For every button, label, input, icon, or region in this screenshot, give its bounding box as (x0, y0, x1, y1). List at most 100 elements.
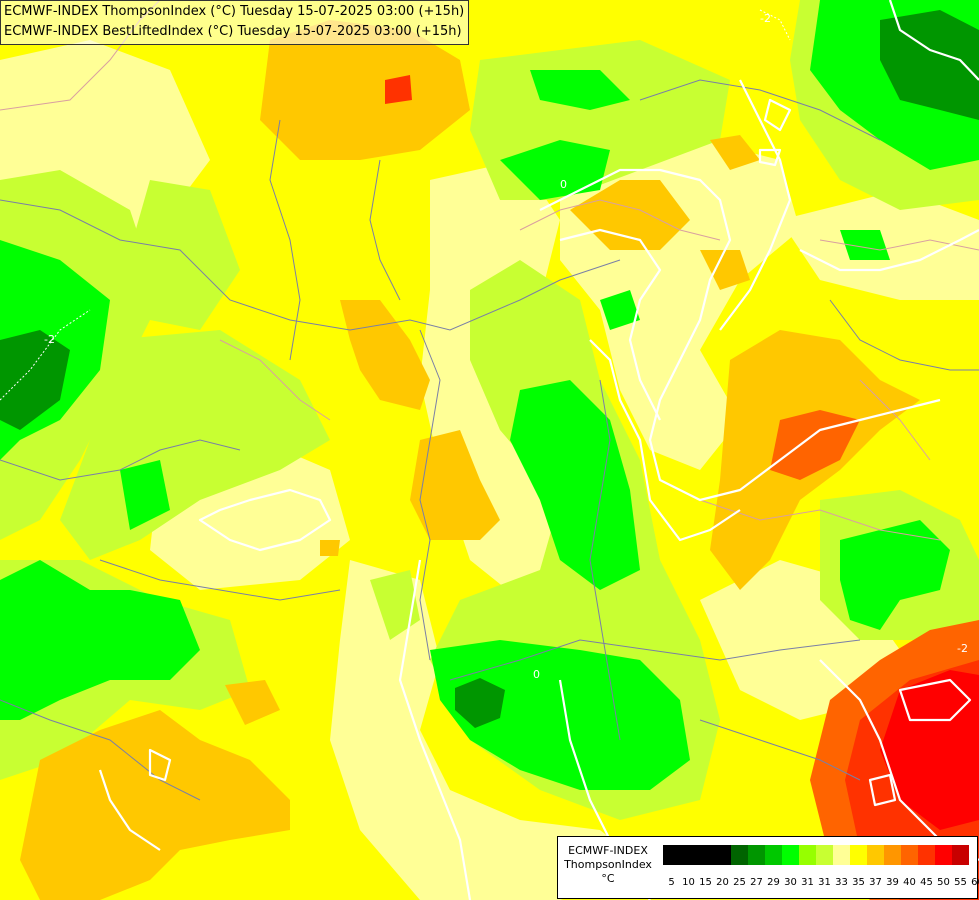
field-orange-10 (320, 540, 340, 556)
border-line-1 (0, 199, 621, 331)
border-line-5 (589, 379, 621, 741)
legend-swatch (697, 845, 714, 865)
contour-line-6 (198, 488, 332, 552)
bestlifted-contours (98, 0, 979, 900)
legend-tick-label: 35 (852, 877, 865, 888)
contour-line-11 (868, 773, 897, 807)
field-orange-6 (570, 180, 690, 250)
borders (0, 79, 979, 801)
legend-swatch (952, 845, 969, 865)
contour-label-c: -2 (957, 642, 968, 655)
legend-swatch (833, 845, 850, 865)
field-redorange-1 (770, 410, 860, 480)
contour-label-e: 0 (533, 668, 540, 681)
legend-swatch (867, 845, 884, 865)
legend-swatch (918, 845, 935, 865)
field-green-11 (840, 230, 890, 260)
legend-parameter: ThompsonIndex (564, 858, 652, 871)
contour-line-5 (589, 339, 741, 542)
border-line-10 (699, 719, 861, 781)
field-darkgreen-1 (0, 330, 70, 430)
border-line-2 (0, 439, 241, 481)
contour-label-a: -2 (44, 333, 55, 346)
field-green-10 (120, 460, 170, 530)
legend-tick-label: 31 (801, 877, 814, 888)
field-orange-5 (20, 710, 290, 900)
contour-line-7 (398, 559, 472, 900)
legend-tick-label: 31 (818, 877, 831, 888)
admin-line-3 (519, 199, 721, 241)
field-orange-1 (260, 20, 470, 160)
bestlifted-contours-dotted (0, 9, 791, 401)
legend-swatch (850, 845, 867, 865)
legend-model: ECMWF-INDEX (568, 844, 648, 857)
contour-label-d: 0 (560, 178, 567, 191)
legend-ticks: 5 10 15 20 25 27 29 30 31 31 33 35 37 39 40 45 50 55 60 (663, 876, 979, 890)
border-line-11 (369, 159, 401, 301)
admin-line-4 (699, 499, 941, 541)
contour-line-4 (799, 229, 979, 272)
field-orange-8 (710, 135, 760, 170)
contour-line-3 (719, 79, 792, 331)
field-orange-9 (225, 680, 280, 725)
contour-label-b: -2 (760, 12, 771, 25)
contour-line-1 (539, 168, 941, 502)
border-line-9 (639, 79, 881, 141)
border-line-8 (0, 699, 201, 801)
legend-tick-label: 29 (767, 877, 780, 888)
field-orange-3 (410, 430, 500, 540)
field-lightgreen-9 (370, 570, 420, 640)
contour-dotted-1 (0, 309, 91, 401)
legend-tick-label: 5 (668, 877, 675, 888)
field-red-2 (880, 670, 979, 830)
legend-tick-label: 27 (750, 877, 763, 888)
field-orange-7 (700, 250, 750, 290)
contour-line-2 (559, 228, 662, 421)
color-legend: ECMWF-INDEX ThompsonIndex °C 5 10 15 20 25 27… (557, 836, 979, 899)
legend-tick-label: 37 (869, 877, 882, 888)
border-line-7 (99, 559, 341, 601)
field-green-3 (430, 640, 690, 790)
field-pale-4 (330, 560, 650, 900)
legend-swatch (884, 845, 901, 865)
contour-line-14 (888, 0, 979, 81)
legend-tick-label: 60 (971, 877, 979, 888)
legend-tick-label: 39 (886, 877, 899, 888)
legend-swatch (782, 845, 799, 865)
border-line-3 (419, 329, 441, 661)
field-green-8 (530, 70, 630, 110)
legend-swatch (799, 845, 816, 865)
admin-line-5 (819, 239, 979, 251)
legend-swatch (935, 845, 952, 865)
legend-tick-label: 10 (682, 877, 695, 888)
legend-tick-label: 15 (699, 877, 712, 888)
legend-tick-label: 33 (835, 877, 848, 888)
legend-swatch (714, 845, 731, 865)
contour-line-10 (898, 678, 972, 722)
legend-label: ECMWF-INDEX ThompsonIndex °C (558, 844, 658, 886)
border-line-4 (269, 119, 301, 361)
legend-tick-label: 20 (716, 877, 729, 888)
contour-line-12 (98, 769, 161, 851)
legend-swatch (663, 845, 680, 865)
legend-swatch (816, 845, 833, 865)
field-green-7 (500, 140, 610, 200)
legend-tick-label: 55 (954, 877, 967, 888)
contour-dotted-2 (759, 9, 791, 41)
legend-swatches (663, 845, 969, 865)
border-line-6 (449, 639, 861, 681)
legend-swatch (901, 845, 918, 865)
field-green-6 (840, 520, 950, 630)
contour-line-13 (148, 748, 172, 782)
legend-unit: °C (601, 872, 615, 885)
legend-swatch (680, 845, 697, 865)
legend-swatch (731, 845, 748, 865)
legend-tick-label: 40 (903, 877, 916, 888)
contour-line-15 (763, 98, 792, 132)
admin-boundaries (0, 0, 979, 541)
legend-tick-label: 25 (733, 877, 746, 888)
field-darkgreen-3 (455, 678, 505, 728)
admin-line-2 (219, 339, 331, 421)
